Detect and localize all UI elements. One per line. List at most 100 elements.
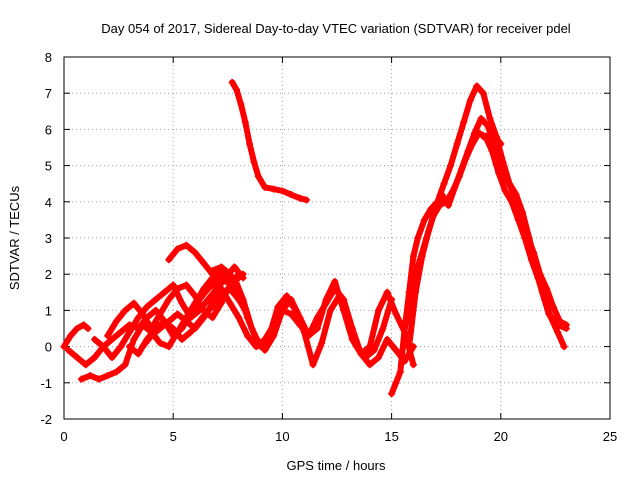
y-tick-label: 7 <box>45 86 52 101</box>
data-point <box>143 303 151 311</box>
data-point <box>95 375 103 383</box>
data-point <box>156 339 164 347</box>
x-tick-label: 15 <box>384 429 398 444</box>
data-point <box>257 343 265 351</box>
data-point <box>335 292 343 300</box>
y-tick-label: 2 <box>45 267 52 282</box>
series-layer <box>60 78 570 398</box>
data-point <box>490 140 498 148</box>
data-point <box>484 122 492 130</box>
data-point <box>152 296 160 304</box>
data-point <box>165 317 173 325</box>
x-tick-label: 25 <box>603 429 617 444</box>
data-point <box>254 172 262 180</box>
data-point <box>112 317 120 325</box>
data-point <box>331 277 339 285</box>
data-point <box>139 310 147 318</box>
data-point <box>187 328 195 336</box>
data-point <box>396 368 404 376</box>
data-point <box>165 343 173 351</box>
y-tick-label: -1 <box>40 376 52 391</box>
y-tick-label: 3 <box>45 231 52 246</box>
series-arc-11 <box>229 79 310 203</box>
data-point <box>67 332 75 340</box>
data-point <box>239 296 247 304</box>
data-point <box>169 325 177 332</box>
data-point <box>130 299 138 307</box>
y-tick-label: -2 <box>40 412 52 427</box>
data-point <box>503 176 511 184</box>
data-point <box>302 196 310 204</box>
data-point <box>209 267 217 275</box>
data-point <box>409 252 417 260</box>
data-point <box>549 303 557 311</box>
data-point <box>318 339 326 347</box>
data-point <box>156 310 164 318</box>
data-point <box>235 314 243 322</box>
data-point <box>283 292 291 300</box>
data-point <box>104 372 112 380</box>
data-point <box>230 274 238 282</box>
data-point <box>501 187 509 195</box>
data-point <box>510 191 518 199</box>
data-point <box>353 343 361 351</box>
data-point <box>278 306 286 314</box>
x-tick-label: 10 <box>275 429 289 444</box>
data-point <box>477 115 485 123</box>
data-point <box>241 118 249 126</box>
data-point <box>497 162 505 170</box>
data-point <box>174 310 182 318</box>
data-point <box>226 299 234 307</box>
data-point <box>182 317 190 325</box>
data-point <box>187 314 195 322</box>
data-point <box>226 285 234 293</box>
data-point <box>418 252 426 260</box>
data-point <box>296 194 304 202</box>
x-tick-label: 5 <box>170 429 177 444</box>
data-point <box>547 314 555 322</box>
data-point <box>91 335 99 343</box>
data-point <box>209 314 217 322</box>
data-point <box>121 361 129 369</box>
data-point <box>174 285 182 293</box>
y-axis-label: SDTVAR / TECUs <box>7 185 22 290</box>
data-point <box>278 187 286 195</box>
data-point <box>453 140 461 148</box>
data-point <box>86 372 94 380</box>
series-arc-5 <box>104 271 242 339</box>
data-point <box>261 346 269 354</box>
data-point <box>191 248 199 256</box>
data-point <box>134 314 142 322</box>
data-point <box>543 285 551 293</box>
x-axis-label: GPS time / hours <box>287 458 386 473</box>
x-tick-label: 20 <box>494 429 508 444</box>
data-point <box>444 201 452 209</box>
data-point <box>530 248 538 256</box>
data-point <box>440 180 448 188</box>
data-point <box>556 317 564 325</box>
data-point <box>182 241 190 249</box>
data-point <box>438 191 446 199</box>
data-point <box>147 332 155 340</box>
data-point <box>471 129 479 137</box>
data-point <box>540 296 548 304</box>
data-point <box>246 140 254 148</box>
data-point <box>451 183 459 191</box>
data-point <box>516 212 524 220</box>
data-point <box>77 375 85 383</box>
data-point <box>243 332 251 340</box>
data-point <box>108 353 116 361</box>
data-point <box>248 325 256 332</box>
data-point <box>464 147 472 155</box>
data-point <box>292 306 300 314</box>
data-point <box>466 96 474 104</box>
data-point <box>383 335 391 343</box>
data-point <box>239 270 247 278</box>
data-point <box>200 259 208 267</box>
data-point <box>126 328 134 336</box>
data-point <box>250 158 258 166</box>
data-point <box>497 140 505 148</box>
data-point <box>486 115 494 123</box>
data-point <box>73 353 81 361</box>
